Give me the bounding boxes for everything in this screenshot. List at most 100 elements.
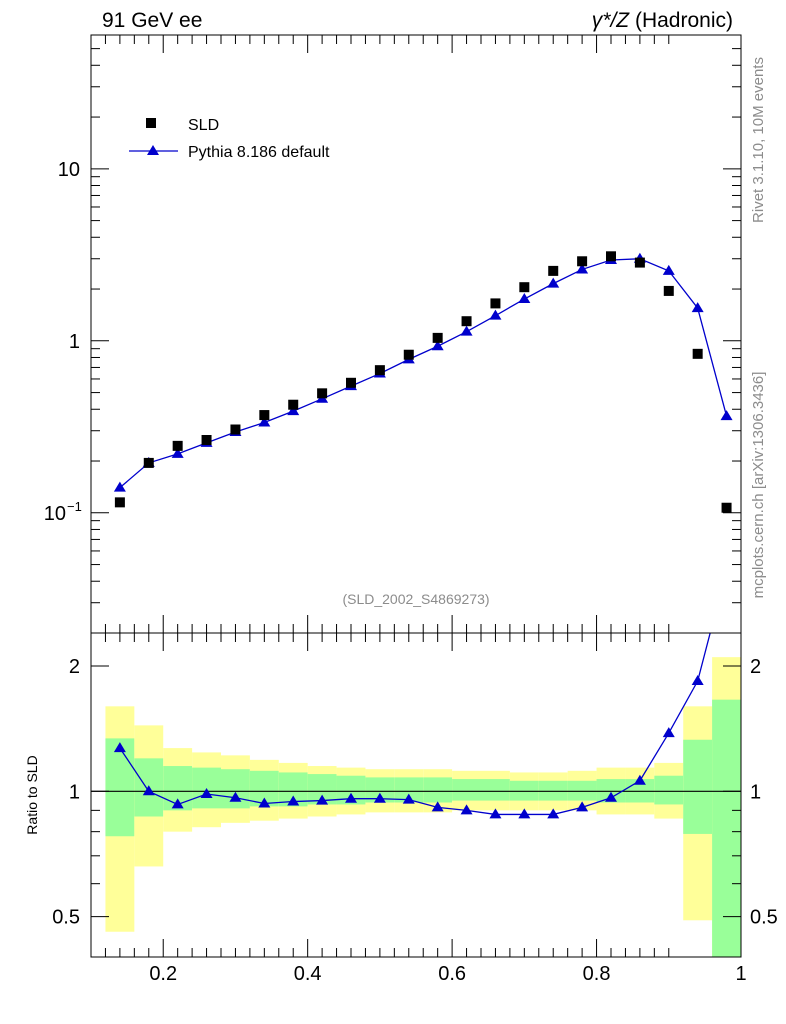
ratio-band-inner	[481, 779, 510, 801]
ratio-mc-line	[119, 633, 711, 816]
data-point	[230, 424, 241, 435]
mcplots-label: mcplots.cern.ch [arXiv:1306.3436]	[750, 372, 767, 599]
mc-series-line	[119, 258, 728, 489]
ratio-frame	[90, 632, 742, 958]
data-point	[403, 349, 414, 360]
ratio-mc-point	[605, 791, 617, 802]
data-point	[519, 282, 530, 293]
ratio-ytick-label-right: 0.5	[750, 907, 778, 929]
ratio-ytick-label-left: 0.5	[52, 907, 80, 929]
ratio-mc-point	[576, 801, 589, 812]
mc-point	[489, 309, 502, 320]
ratio-ylabel: Ratio to SLD	[24, 755, 40, 834]
data-point	[606, 251, 616, 262]
ratio-mc-group	[113, 633, 711, 819]
ratio-mc-point	[691, 675, 704, 686]
ratio-mc-point	[460, 804, 473, 815]
ratio-band-inner	[192, 767, 221, 809]
main-ytick-label-exponent: −1	[67, 499, 82, 514]
ratio-band-inner	[567, 780, 597, 801]
mc-point	[720, 410, 733, 421]
mc-point	[460, 325, 473, 336]
main-ytick-label: 10	[58, 159, 80, 181]
ratio-mc-point	[229, 791, 242, 802]
ratio-xtick-label: 0.2	[149, 963, 177, 985]
data-point	[259, 410, 270, 421]
analysis-label: (SLD_2002_S4869273)	[342, 591, 489, 607]
data-point	[634, 257, 645, 268]
ratio-mc-point	[518, 808, 531, 819]
data-point	[143, 457, 154, 468]
main-ytick-label: 1	[69, 331, 80, 353]
ratio-mc-point	[547, 808, 560, 819]
data-point	[721, 502, 732, 513]
mc-point	[258, 416, 271, 427]
ratio-mc-point	[373, 792, 386, 803]
data-point	[317, 388, 328, 399]
data-point	[288, 399, 299, 410]
ratio-mc-point	[287, 795, 300, 806]
mc-point	[518, 293, 531, 304]
title-left: 91 GeV ee	[102, 9, 202, 32]
title-right-prefix: γ*/Z	[592, 9, 631, 32]
ratio-mc-point	[316, 794, 329, 805]
ratio-mc-point	[113, 742, 126, 753]
ratio-band-inner	[221, 769, 250, 809]
ratio-xtick-label: 1	[735, 963, 746, 985]
ratio-band-inner	[654, 775, 684, 805]
mc-point	[287, 405, 300, 416]
data-point	[692, 348, 703, 359]
data-point	[663, 285, 674, 296]
legend-sld-marker	[146, 118, 156, 128]
data-point	[201, 434, 212, 445]
ratio-band-inner	[452, 779, 481, 801]
title-right: γ*/Z (Hadronic)	[592, 9, 733, 32]
ratio-ytick-label-right: 2	[750, 656, 761, 678]
ratio-mc-point	[171, 798, 184, 809]
ratio-mc-point	[258, 797, 271, 808]
ratio-mc-point	[431, 801, 444, 812]
ratio-xtick-label: 0.4	[294, 963, 322, 985]
ratio-band-inner	[712, 699, 741, 957]
mc-point	[576, 263, 589, 274]
data-point	[172, 440, 183, 451]
main-ytick-label: 10	[44, 503, 66, 525]
legend-mc-label: Pythia 8.186 default	[188, 144, 330, 161]
title-right-suffix: (Hadronic)	[629, 9, 733, 32]
mc-point	[113, 481, 126, 492]
ratio-mc-point	[200, 788, 213, 799]
ratio-ytick-label-left: 1	[69, 781, 80, 803]
mc-point	[691, 302, 704, 313]
ratio-band-inner	[423, 777, 453, 803]
data-point	[432, 332, 443, 343]
ratio-mc-point	[489, 808, 502, 819]
data-point	[461, 316, 472, 327]
mc-point	[547, 277, 560, 288]
data-point	[548, 265, 559, 276]
ratio-band-inner	[105, 738, 135, 837]
ratio-panel: 0.5 0.5 1 1 2 2 0.2 0.4 0.6 0.8 1	[52, 633, 778, 985]
data-point	[346, 377, 356, 388]
legend-mc-marker	[147, 145, 159, 155]
ratio-mc-point	[662, 727, 675, 738]
ratio-mc-point	[345, 792, 357, 803]
ratio-band-inner	[538, 780, 568, 801]
mc-point	[662, 264, 675, 275]
ratio-mc-point	[633, 774, 646, 785]
ratio-mc-point	[402, 793, 415, 804]
legend-sld-label: SLD	[188, 117, 219, 134]
data-point	[577, 256, 588, 267]
mc-point	[171, 447, 184, 458]
ratio-bands	[105, 657, 741, 957]
ratio-band-inner	[683, 739, 713, 834]
ratio-ytick-label-right: 1	[750, 781, 761, 803]
legend: SLD Pythia 8.186 default	[129, 117, 330, 161]
ratio-mc-point	[142, 785, 155, 796]
mc-point	[431, 340, 444, 351]
ratio-xtick-label: 0.6	[438, 963, 466, 985]
data-point	[374, 365, 385, 376]
ratio-xtick-label: 0.8	[583, 963, 611, 985]
rivet-label: Rivet 3.1.10, 10M events	[750, 57, 767, 223]
